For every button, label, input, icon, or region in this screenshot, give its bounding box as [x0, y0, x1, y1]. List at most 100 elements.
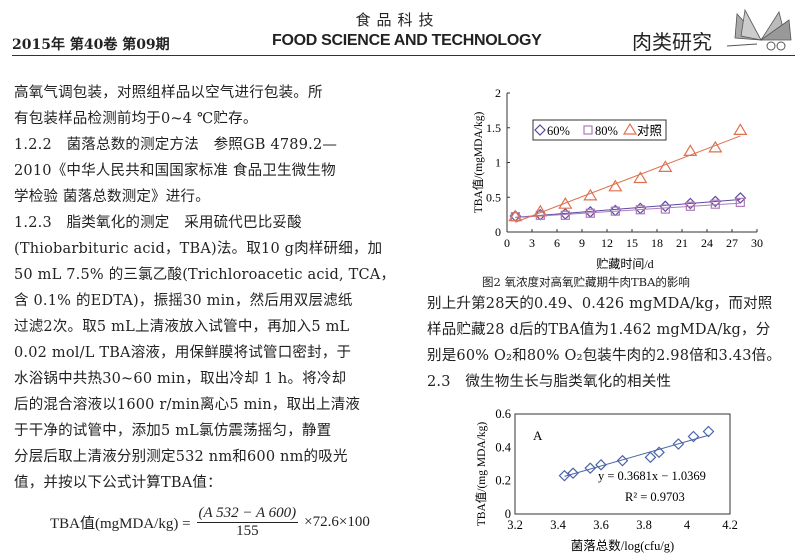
journal-title-cn: 食品科技: [355, 11, 440, 29]
y-tick-label: 2: [495, 86, 501, 100]
legend-label: 对照: [637, 124, 662, 138]
y-tick-label: 0: [495, 225, 501, 239]
r-squared: R² = 0.9703: [625, 490, 685, 504]
regression-equation: y = 0.3681x − 1.0369: [598, 469, 706, 483]
data-point: [708, 140, 723, 153]
text-line: 高氧气调包装，对照组样品以空气进行包装。所: [14, 85, 323, 101]
formula-fraction: (A 532 − A 600) 155: [196, 505, 299, 540]
y-tick-label: 0: [505, 507, 511, 521]
trend-line-对照: [515, 135, 741, 223]
legend-marker: [622, 122, 638, 135]
figure-2-caption: 图2 氧浓度对高氧贮藏期牛肉TBA的影响: [482, 275, 690, 289]
text-line: 2.3 微生物生长与脂类氧化的相关性: [427, 374, 672, 390]
right-column-text: 别上升第28天的0.49、0.426 mgMDA/kg，而对照 样品贮藏28 d后…: [427, 291, 795, 395]
legend-label: 60%: [547, 124, 570, 138]
x-tick-label: 3.4: [550, 518, 566, 532]
fit-line: [564, 434, 709, 477]
x-tick-label: 6: [554, 236, 560, 250]
data-point: [710, 199, 720, 209]
legend-box: [532, 119, 667, 141]
text-line: (Thiobarbituric acid，TBA)法。取10 g肉样研细，加: [14, 241, 383, 257]
data-point: [687, 430, 700, 443]
text-line: 过滤2次。取5 mL上清液放入试管中，再加入5 mL: [14, 319, 350, 335]
x-tick-label: 3.8: [636, 518, 652, 532]
journal-title-en: FOOD SCIENCE AND TECHNOLOGY: [272, 32, 542, 49]
y-axis-label: TBA值/(mg MDA/kg): [475, 422, 488, 527]
header-divider: [12, 55, 795, 56]
data-point: [635, 205, 645, 215]
y-tick-label: 0.2: [495, 474, 511, 488]
text-line: 0.02 mol/L TBA溶液，用保鲜膜将试管口密封，于: [14, 345, 352, 361]
x-tick-label: 9: [579, 236, 585, 250]
formula-numerator: (A 532 − A 600): [196, 505, 299, 523]
text-line: 学检验 菌落总数测定》进行。: [14, 189, 210, 205]
legend-marker: [583, 125, 593, 135]
data-point: [583, 188, 598, 201]
y-tick-label: 0.5: [486, 190, 501, 204]
x-tick-label: 21: [676, 236, 688, 250]
text-line: 2010《中华人民共和国国家标准 食品卫生微生物: [14, 163, 336, 179]
x-tick-label: 18: [651, 236, 663, 250]
x-tick-label: 27: [726, 236, 738, 250]
data-point: [608, 179, 623, 192]
text-line: 含 0.1% 的EDTA)，振摇30 min，然后用双层滤纸: [14, 293, 353, 309]
x-tick-label: 15: [626, 236, 638, 250]
legend-marker: [534, 124, 546, 136]
data-point: [653, 446, 665, 459]
x-tick-label: 3.2: [507, 518, 523, 532]
data-point: [533, 204, 548, 217]
data-point: [644, 451, 657, 464]
data-point: [585, 208, 595, 218]
data-point: [685, 201, 695, 211]
x-tick-label: 30: [751, 236, 763, 250]
x-tick-label: 0: [504, 236, 510, 250]
x-tick-label: 4.2: [722, 518, 738, 532]
data-point: [610, 206, 620, 216]
data-point: [584, 462, 597, 475]
issue-info: 2015年 第40卷 第09期: [12, 37, 170, 53]
data-point: [672, 438, 685, 450]
section-title: 肉类研究: [632, 30, 712, 54]
text-line: 后的混合溶液以1600 r/min离心5 min，取出上清液: [14, 397, 361, 413]
text-line: 别是60% O₂和80% O₂包装牛肉的2.98倍和3.43倍。: [427, 348, 782, 364]
data-point: [734, 192, 747, 204]
data-point: [660, 204, 670, 214]
data-point: [683, 144, 698, 156]
tba-formula: TBA值(mgMDA/kg) = (A 532 − A 600) 155 ×72…: [50, 505, 370, 540]
text-line: 值，并按以下公式计算TBA值：: [14, 475, 222, 491]
data-point: [733, 123, 748, 135]
y-tick-label: 0.4: [495, 440, 511, 454]
plot-frame: [514, 413, 731, 515]
data-point: [558, 469, 571, 482]
formula-lhs: TBA值(mgMDA/kg) =: [50, 516, 191, 532]
trend-line-60%: [515, 199, 741, 218]
left-column-text: 高氧气调包装，对照组样品以空气进行包装。所 有包装样品检测前均于0~4 ℃贮存。 1…: [14, 80, 419, 496]
figure-3-scatter-chart: 3.2 3.4 3.6 3.8 4 4.2 0 0.2 0.4 0.6 菌落总数/log(cfu/g…: [475, 407, 738, 553]
panel-label: A: [533, 428, 543, 443]
text-line: 有包装样品检测前均于0~4 ℃贮存。: [14, 111, 258, 127]
data-point: [560, 210, 570, 220]
text-line: 样品贮藏28 d后的TBA值为1.462 mgMDA/kg，分: [427, 322, 771, 338]
x-axis-label: 菌落总数/log(cfu/g): [571, 538, 674, 553]
data-point: [595, 458, 607, 471]
data-point: [702, 425, 715, 438]
x-tick-label: 24: [701, 236, 713, 250]
formula-denominator: 155: [236, 523, 259, 539]
text-line: 于干净的试管中，添加5 mL氯仿震荡摇匀，静置: [14, 423, 332, 439]
data-point: [558, 197, 573, 209]
formula-rhs: ×72.6×100: [304, 514, 370, 530]
text-line: 1.2.3 脂类氧化的测定 采用硫代巴比妥酸: [14, 215, 302, 231]
x-tick-label: 3: [529, 236, 535, 250]
y-axis-label: TBA值/(mgMDA/kg): [472, 112, 485, 214]
figure-2-line-chart: 0 3 6 9 12 15 18 21 24 27 30 0 0.5 1 1.5 2 贮藏时间/d TBA值/(m…: [472, 86, 763, 271]
data-point: [567, 467, 579, 480]
x-tick-label: 3.6: [593, 518, 609, 532]
y-tick-label: 1: [495, 156, 501, 170]
x-axis-label: 贮藏时间/d: [596, 256, 653, 271]
data-point: [658, 160, 673, 172]
text-line: 1.2.2 菌落总数的测定方法 参照GB 4789.2—: [14, 137, 338, 153]
data-point: [633, 171, 648, 184]
text-line: 别上升第28天的0.49、0.426 mgMDA/kg，而对照: [427, 296, 773, 312]
text-line: 水浴锅中共热30~60 min，取出冷却 1 h。将冷却: [14, 371, 347, 387]
x-tick-label: 12: [601, 236, 613, 250]
